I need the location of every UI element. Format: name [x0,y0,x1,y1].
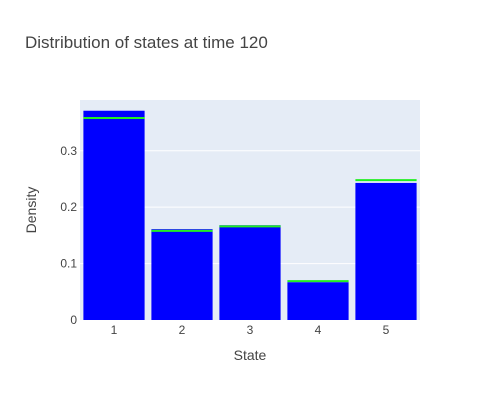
x-tick-labels: 1 2 3 4 5 [111,323,390,337]
x-tick-label: 2 [179,323,186,337]
x-tick-label: 1 [111,323,118,337]
y-tick-label: 0.3 [60,144,77,158]
bar [83,111,144,320]
bar [355,183,416,320]
bar [151,229,212,320]
y-tick-label: 0 [70,313,77,327]
y-tick-labels: 0 0.1 0.2 0.3 [60,144,77,327]
x-tick-label: 4 [315,323,322,337]
y-axis-title: Density [23,187,39,234]
x-tick-label: 5 [383,323,390,337]
x-tick-label: 3 [247,323,254,337]
bar [287,282,348,320]
bar [219,225,280,320]
y-tick-label: 0.2 [60,200,77,214]
x-axis-title: State [234,347,267,363]
y-tick-label: 0.1 [60,257,77,271]
